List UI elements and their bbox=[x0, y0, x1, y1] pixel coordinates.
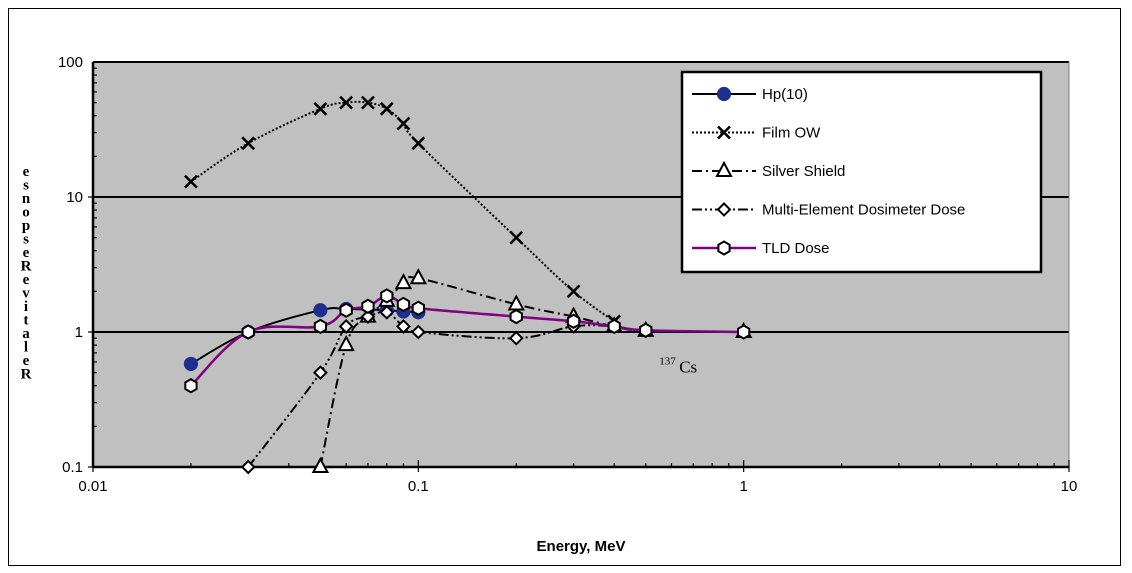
x-mark-stroke bbox=[717, 125, 731, 140]
data-point bbox=[716, 202, 732, 217]
x-tick-label: 0.1 bbox=[408, 478, 429, 495]
y-axis-title-letter: e bbox=[23, 272, 30, 288]
data-point bbox=[361, 95, 375, 110]
data-point bbox=[184, 378, 198, 394]
legend-item: Silver Shield bbox=[692, 160, 845, 180]
series-tld-dose bbox=[184, 288, 751, 394]
data-point bbox=[717, 240, 731, 256]
y-axis-title-letter: v bbox=[22, 286, 30, 302]
y-axis-title-letter: s bbox=[23, 232, 29, 248]
data-point bbox=[380, 288, 394, 304]
data-point bbox=[184, 174, 198, 189]
data-point bbox=[394, 273, 413, 290]
y-axis-title-letter: n bbox=[22, 191, 31, 207]
y-tick-label: 100 bbox=[58, 54, 83, 71]
y-axis-title-letter: i bbox=[24, 299, 28, 315]
x-tick-label: 10 bbox=[1061, 478, 1078, 495]
x-tick-label: 1 bbox=[739, 478, 747, 495]
data-point bbox=[396, 116, 411, 131]
y-axis-title-letter: s bbox=[23, 178, 29, 194]
x-mark-stroke bbox=[361, 95, 375, 110]
y-axis-title-letter: R bbox=[21, 367, 32, 383]
x-mark-stroke bbox=[411, 136, 426, 151]
x-mark-stroke bbox=[184, 174, 198, 189]
data-point bbox=[509, 230, 524, 245]
data-point bbox=[311, 456, 330, 473]
data-point bbox=[509, 308, 523, 325]
data-point bbox=[409, 268, 428, 285]
y-axis-title-letter: t bbox=[24, 313, 29, 329]
x-tick-label: 0.01 bbox=[78, 478, 107, 495]
data-point bbox=[566, 313, 581, 329]
y-axis-title-letter: a bbox=[22, 326, 30, 342]
x-mark-stroke bbox=[396, 116, 411, 131]
annotation-text: Cs bbox=[679, 357, 697, 376]
legend-label: TLD Dose bbox=[762, 240, 830, 257]
legend-label: Multi-Element Dosimeter Dose bbox=[762, 202, 965, 219]
y-axis-title-letter: R bbox=[21, 259, 32, 275]
data-point bbox=[716, 86, 732, 102]
y-axis-title-letter: e bbox=[23, 164, 30, 180]
y-tick-label: 0.1 bbox=[62, 459, 83, 476]
data-point bbox=[361, 298, 375, 314]
data-point bbox=[312, 365, 328, 381]
x-axis-title: Energy, MeV bbox=[537, 538, 626, 555]
data-point bbox=[379, 304, 395, 320]
x-mark-stroke bbox=[379, 101, 394, 116]
series-line bbox=[190, 100, 615, 323]
data-point bbox=[396, 296, 411, 313]
legend-label: Hp(10) bbox=[762, 86, 808, 103]
y-axis-title-letter: e bbox=[23, 245, 30, 261]
data-point bbox=[183, 356, 199, 372]
data-point bbox=[410, 324, 426, 340]
y-axis-title-letter: l bbox=[24, 340, 28, 356]
data-point bbox=[717, 125, 731, 140]
data-point bbox=[396, 318, 411, 334]
data-point bbox=[411, 300, 425, 316]
y-axis-title-letter: e bbox=[23, 353, 30, 369]
x-mark-stroke bbox=[566, 284, 581, 299]
legend-item: Multi-Element Dosimeter Dose bbox=[692, 202, 965, 219]
data-point bbox=[411, 136, 426, 151]
data-point bbox=[337, 334, 355, 352]
legend-label: Film OW bbox=[762, 125, 821, 142]
y-tick-label: 1 bbox=[75, 324, 83, 341]
data-point bbox=[313, 101, 328, 116]
data-point bbox=[313, 303, 328, 318]
data-point bbox=[566, 284, 581, 299]
data-point bbox=[241, 136, 256, 151]
data-point bbox=[339, 95, 354, 110]
legend-item: TLD Dose bbox=[692, 240, 830, 257]
annotation-superscript: 137 bbox=[659, 355, 676, 367]
x-mark-stroke bbox=[339, 95, 354, 110]
data-point bbox=[339, 302, 353, 318]
data-point bbox=[360, 309, 376, 325]
axis-layer: 0.01 0.1 1 10 0.1 1 10 100 bbox=[58, 54, 1077, 495]
data-point bbox=[639, 322, 653, 338]
data-point bbox=[508, 330, 524, 346]
y-axis-title-letter: p bbox=[22, 218, 30, 234]
series-layer bbox=[183, 95, 753, 475]
cs137-annotation: 137 Cs bbox=[659, 355, 697, 376]
data-point bbox=[607, 318, 621, 335]
data-point bbox=[737, 324, 751, 340]
x-mark-stroke bbox=[509, 230, 524, 245]
y-tick-label: 10 bbox=[66, 189, 83, 206]
x-mark-stroke bbox=[241, 136, 256, 151]
data-point bbox=[241, 324, 255, 340]
legend-item: Hp(10) bbox=[692, 86, 808, 103]
legend: Hp(10) Film OW Silver Shield Multi-Element … bbox=[680, 70, 1043, 274]
y-axis-title-letter: o bbox=[22, 205, 30, 221]
data-point bbox=[313, 318, 327, 335]
legend-label: Silver Shield bbox=[762, 163, 845, 180]
data-point bbox=[379, 101, 394, 116]
legend-item: Film OW bbox=[692, 125, 821, 142]
data-point bbox=[338, 318, 354, 334]
data-point bbox=[715, 160, 733, 177]
x-mark-stroke bbox=[313, 101, 328, 116]
data-point bbox=[240, 459, 256, 475]
